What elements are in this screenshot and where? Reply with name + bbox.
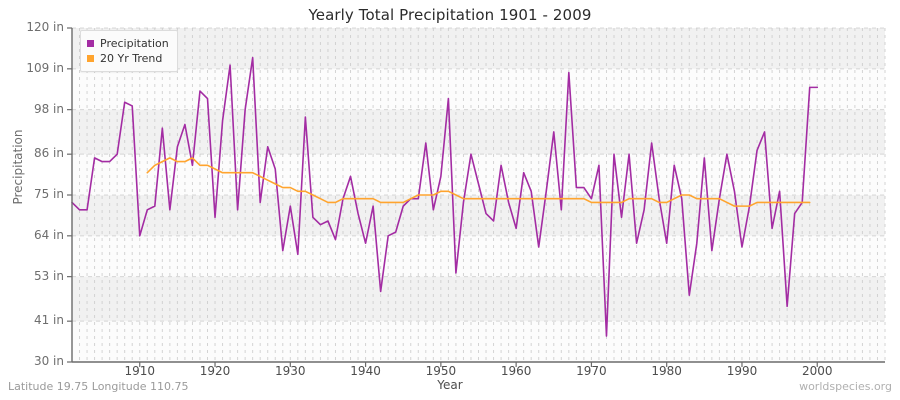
x-tick-label: 1930 bbox=[275, 364, 306, 378]
y-tick-label: 86 in bbox=[33, 146, 64, 161]
coordinates-footer: Latitude 19.75 Longitude 110.75 bbox=[8, 380, 189, 393]
y-axis-label: Precipitation bbox=[11, 129, 25, 205]
legend-item-precipitation: Precipitation bbox=[87, 36, 169, 50]
x-tick-label: 1940 bbox=[350, 364, 381, 378]
x-tick-label: 1950 bbox=[425, 364, 457, 378]
y-tick-label: 30 in bbox=[33, 354, 64, 368]
chart-legend: Precipitation 20 Yr Trend bbox=[80, 30, 178, 72]
x-tick-label: 1980 bbox=[651, 364, 682, 378]
legend-label-precipitation: Precipitation bbox=[100, 36, 169, 50]
x-tick-label: 1920 bbox=[199, 364, 231, 378]
source-watermark: worldspecies.org bbox=[799, 380, 892, 393]
y-tick-label: 53 in bbox=[33, 268, 64, 283]
y-tick-label: 64 in bbox=[33, 227, 64, 242]
y-tick-label: 41 in bbox=[33, 313, 64, 328]
x-tick-label: 1990 bbox=[726, 364, 758, 378]
x-axis-label: Year bbox=[437, 378, 463, 392]
x-tick-label: 1910 bbox=[124, 364, 156, 378]
y-tick-label: 120 in bbox=[26, 20, 64, 34]
y-tick-label: 98 in bbox=[33, 101, 64, 116]
chart-title: Yearly Total Precipitation 1901 - 2009 bbox=[308, 6, 592, 24]
y-tick-label: 75 in bbox=[33, 187, 64, 201]
x-tick-label: 1960 bbox=[500, 364, 532, 378]
x-tick-label: 2000 bbox=[801, 364, 833, 378]
x-tick-label: 1970 bbox=[576, 364, 607, 378]
legend-swatch-precipitation-icon bbox=[87, 39, 94, 47]
legend-swatch-trend-icon bbox=[87, 54, 94, 62]
y-tick-label: 109 in bbox=[26, 60, 64, 75]
legend-item-trend: 20 Yr Trend bbox=[87, 51, 169, 65]
legend-label-trend: 20 Yr Trend bbox=[100, 51, 163, 65]
